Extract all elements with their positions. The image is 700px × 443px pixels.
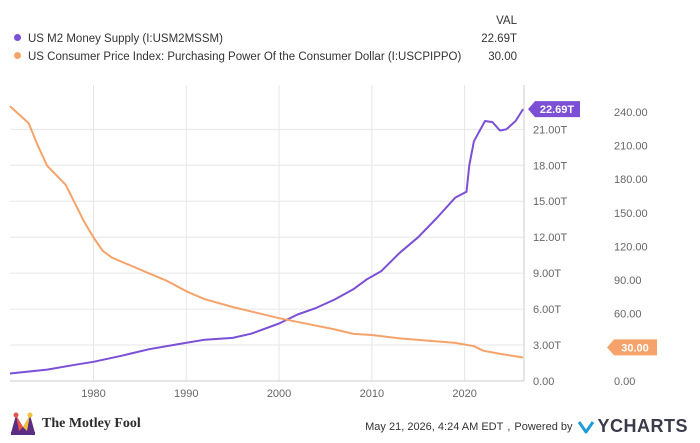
y-tick-label-cpi: 90.00: [614, 275, 642, 287]
legend-dot-m2: [14, 34, 21, 41]
legend-label-cpi: US Consumer Price Index: Purchasing Powe…: [28, 51, 462, 63]
end-badge-cpi: [607, 339, 657, 356]
y-tick-label-m2: 15.00T: [533, 196, 568, 208]
motley-fool-logo[interactable]: The Motley Fool: [8, 411, 141, 437]
y-tick-label-m2: 18.00T: [533, 160, 568, 172]
y-tick-label-cpi: 150.00: [614, 208, 648, 220]
y-tick-label-m2: 9.00T: [533, 268, 561, 280]
legend-item-cpi[interactable]: US Consumer Price Index: Purchasing Powe…: [14, 51, 461, 63]
legend-value-m2: 22.69T: [481, 33, 517, 45]
y-tick-label-m2: 6.00T: [533, 304, 561, 316]
y-tick-label-cpi: 120.00: [614, 241, 648, 253]
x-tick-label: 1980: [81, 388, 105, 400]
y-tick-label-m2: 12.00T: [533, 232, 568, 244]
legend-value-cpi: 30.00: [488, 51, 517, 63]
y-tick-label-m2: 21.00T: [533, 124, 568, 136]
ycharts-wordmark: YCHARTS: [597, 416, 688, 436]
x-tick-label: 2010: [360, 388, 384, 400]
footer-separator: ,: [507, 420, 511, 433]
footer-attribution: May 21, 2026, 4:24 AM EDT , Powered by Y…: [365, 416, 688, 437]
end-label-m2: 22.69T: [540, 104, 575, 116]
y-tick-label-m2: 0.00: [533, 376, 554, 388]
x-tick-label: 2020: [452, 388, 476, 400]
end-badge-m2: [528, 101, 580, 118]
end-label-cpi: 30.00: [621, 342, 649, 354]
jester-hat-icon: [11, 412, 35, 435]
ycharts-logo[interactable]: YCHARTS: [578, 416, 688, 437]
series-line-cpi: [9, 105, 524, 359]
x-tick-label: 1990: [174, 388, 198, 400]
y-tick-label-cpi: 60.00: [614, 309, 642, 321]
powered-by-text: Powered by: [514, 420, 573, 433]
legend: VAL US M2 Money Supply (I:USM2MSSM) 22.6…: [0, 0, 700, 70]
legend-label-m2: US M2 Money Supply (I:USM2MSSM): [28, 33, 223, 45]
y-tick-label-m2: 3.00T: [533, 340, 561, 352]
y-tick-label-cpi: 180.00: [614, 174, 648, 186]
legend-dot-cpi: [14, 52, 21, 59]
y-tick-label-cpi: 240.00: [614, 107, 648, 119]
series-line-m2: [9, 108, 524, 375]
legend-item-m2[interactable]: US M2 Money Supply (I:USM2MSSM): [14, 33, 223, 45]
brand-name: The Motley Fool: [42, 416, 141, 431]
legend-header: VAL: [496, 15, 517, 27]
y-tick-label-cpi: 210.00: [614, 141, 648, 153]
y-tick-label-cpi: 0.00: [614, 376, 635, 388]
ycharts-chevron-icon: [578, 420, 595, 433]
x-tick-label: 2000: [267, 388, 291, 400]
timestamp: May 21, 2026, 4:24 AM EDT: [365, 420, 504, 433]
